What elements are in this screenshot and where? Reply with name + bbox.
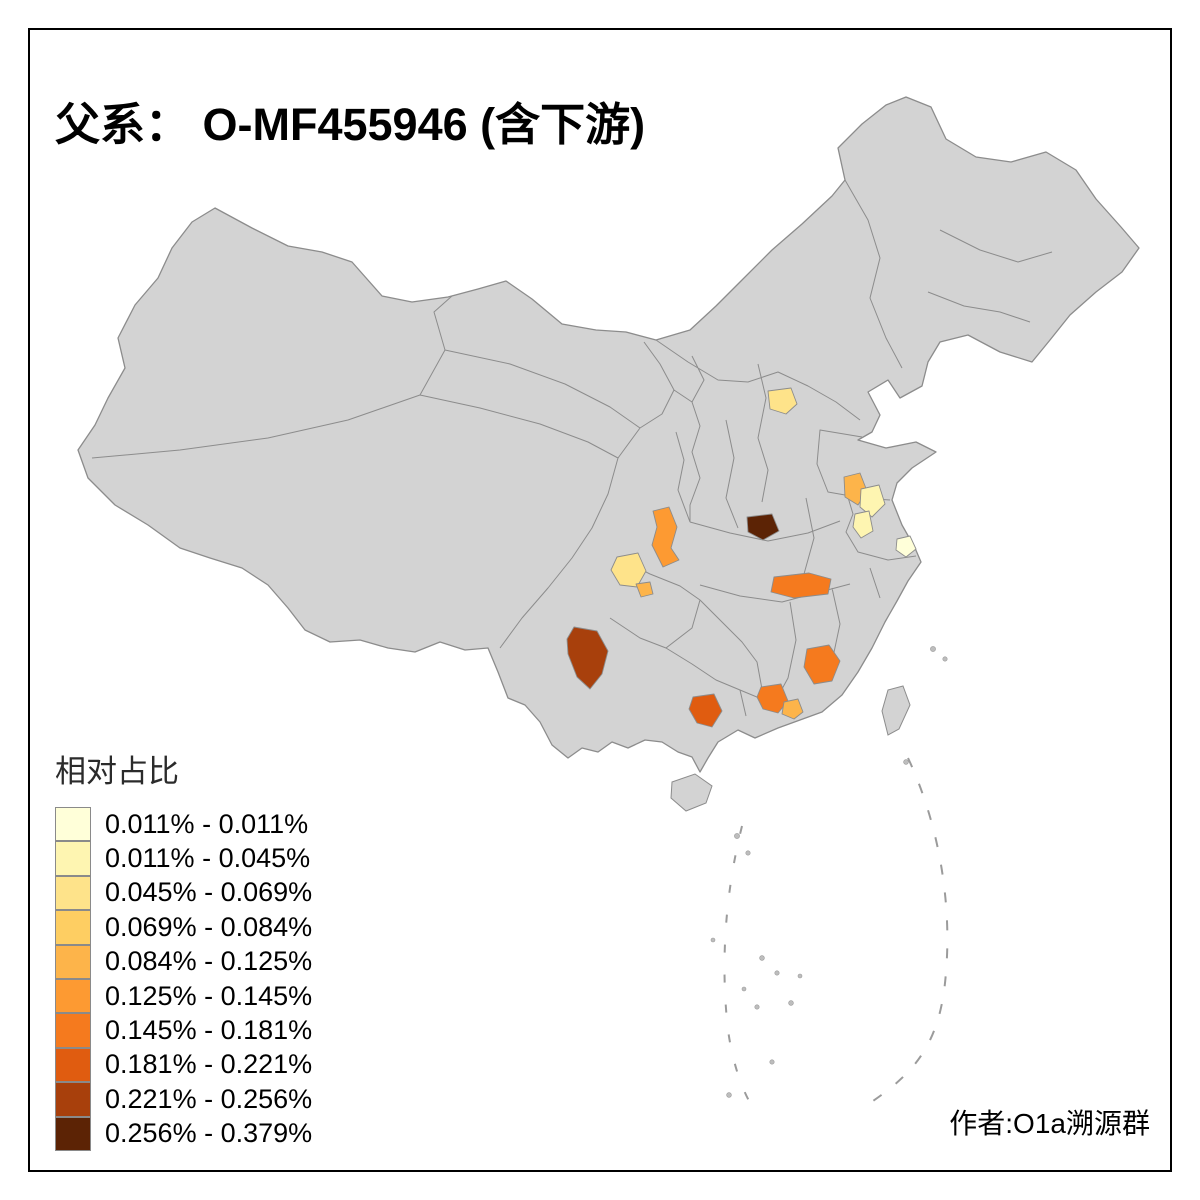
sea-islets bbox=[710, 646, 948, 1098]
legend-item: 0.069% - 0.084% bbox=[55, 910, 313, 945]
patch-south-shaanxi bbox=[651, 506, 680, 568]
legend-label: 0.221% - 0.256% bbox=[105, 1083, 313, 1114]
legend-label: 0.069% - 0.084% bbox=[105, 911, 313, 942]
legend-item: 0.011% - 0.011% bbox=[55, 807, 312, 842]
patch-south-henan bbox=[746, 513, 780, 541]
province-borders bbox=[91, 179, 1053, 717]
legend-swatch bbox=[55, 1116, 91, 1151]
legend-swatch bbox=[55, 910, 91, 945]
legend-label: 0.256% - 0.379% bbox=[105, 1118, 313, 1149]
patch-mid-jiangsu bbox=[859, 484, 886, 518]
legend-item: 0.045% - 0.069% bbox=[55, 875, 313, 911]
patch-central-sichuan-small bbox=[635, 581, 654, 598]
choropleth-patches bbox=[566, 387, 917, 728]
china-mainland bbox=[77, 96, 1140, 773]
legend-swatch bbox=[55, 875, 91, 911]
attribution-text: 作者:O1a溯源群 bbox=[949, 1108, 1150, 1139]
legend-swatch bbox=[55, 841, 91, 876]
legend-label: 0.125% - 0.145% bbox=[105, 980, 313, 1011]
legend-swatch bbox=[55, 978, 91, 1014]
legend-swatch bbox=[55, 1013, 91, 1048]
hainan-island bbox=[670, 773, 713, 812]
patch-hubei-hunan bbox=[770, 572, 832, 599]
legend-label: 0.084% - 0.125% bbox=[105, 946, 313, 977]
patch-guangxi bbox=[688, 693, 723, 728]
legend-items: 0.011% - 0.011% 0.011% - 0.045% 0.045% - 0… bbox=[55, 807, 312, 1151]
page-title: 父系： O-MF455946 (含下游) bbox=[55, 99, 646, 151]
legend-label: 0.181% - 0.221% bbox=[105, 1049, 313, 1080]
legend-swatch bbox=[55, 807, 91, 842]
legend-item: 0.221% - 0.256% bbox=[55, 1082, 313, 1117]
legend-item: 0.084% - 0.125% bbox=[55, 944, 313, 979]
legend-item: 0.011% - 0.045% bbox=[55, 841, 312, 876]
legend: 相对占比 0.011% - 0.011% 0.011% - 0.045% 0.045… bbox=[55, 746, 312, 1151]
patch-beijing-area bbox=[767, 387, 798, 415]
legend-item: 0.256% - 0.379% bbox=[55, 1116, 313, 1151]
nine-dash-line-west bbox=[723, 825, 757, 1113]
patch-guangdong-west bbox=[756, 683, 789, 714]
legend-label: 0.011% - 0.045% bbox=[105, 843, 311, 874]
legend-swatch bbox=[55, 1047, 91, 1083]
patch-fujian bbox=[803, 644, 841, 685]
legend-label: 0.145% - 0.181% bbox=[105, 1015, 313, 1046]
patch-yunnan bbox=[566, 626, 609, 690]
legend-swatch bbox=[55, 944, 91, 979]
legend-item: 0.125% - 0.145% bbox=[55, 978, 313, 1014]
patch-guangdong-east bbox=[781, 698, 804, 720]
legend-item: 0.145% - 0.181% bbox=[55, 1013, 313, 1048]
legend-title: 相对占比 bbox=[55, 754, 179, 789]
legend-swatch bbox=[55, 1082, 91, 1117]
patch-shanghai-area bbox=[895, 535, 917, 558]
patch-south-jiangsu bbox=[852, 510, 874, 539]
legend-item: 0.181% - 0.221% bbox=[55, 1047, 313, 1083]
legend-label: 0.011% - 0.011% bbox=[105, 808, 309, 839]
taiwan-island bbox=[881, 685, 911, 736]
legend-label: 0.045% - 0.069% bbox=[105, 877, 313, 908]
nine-dash-line bbox=[869, 757, 949, 1104]
